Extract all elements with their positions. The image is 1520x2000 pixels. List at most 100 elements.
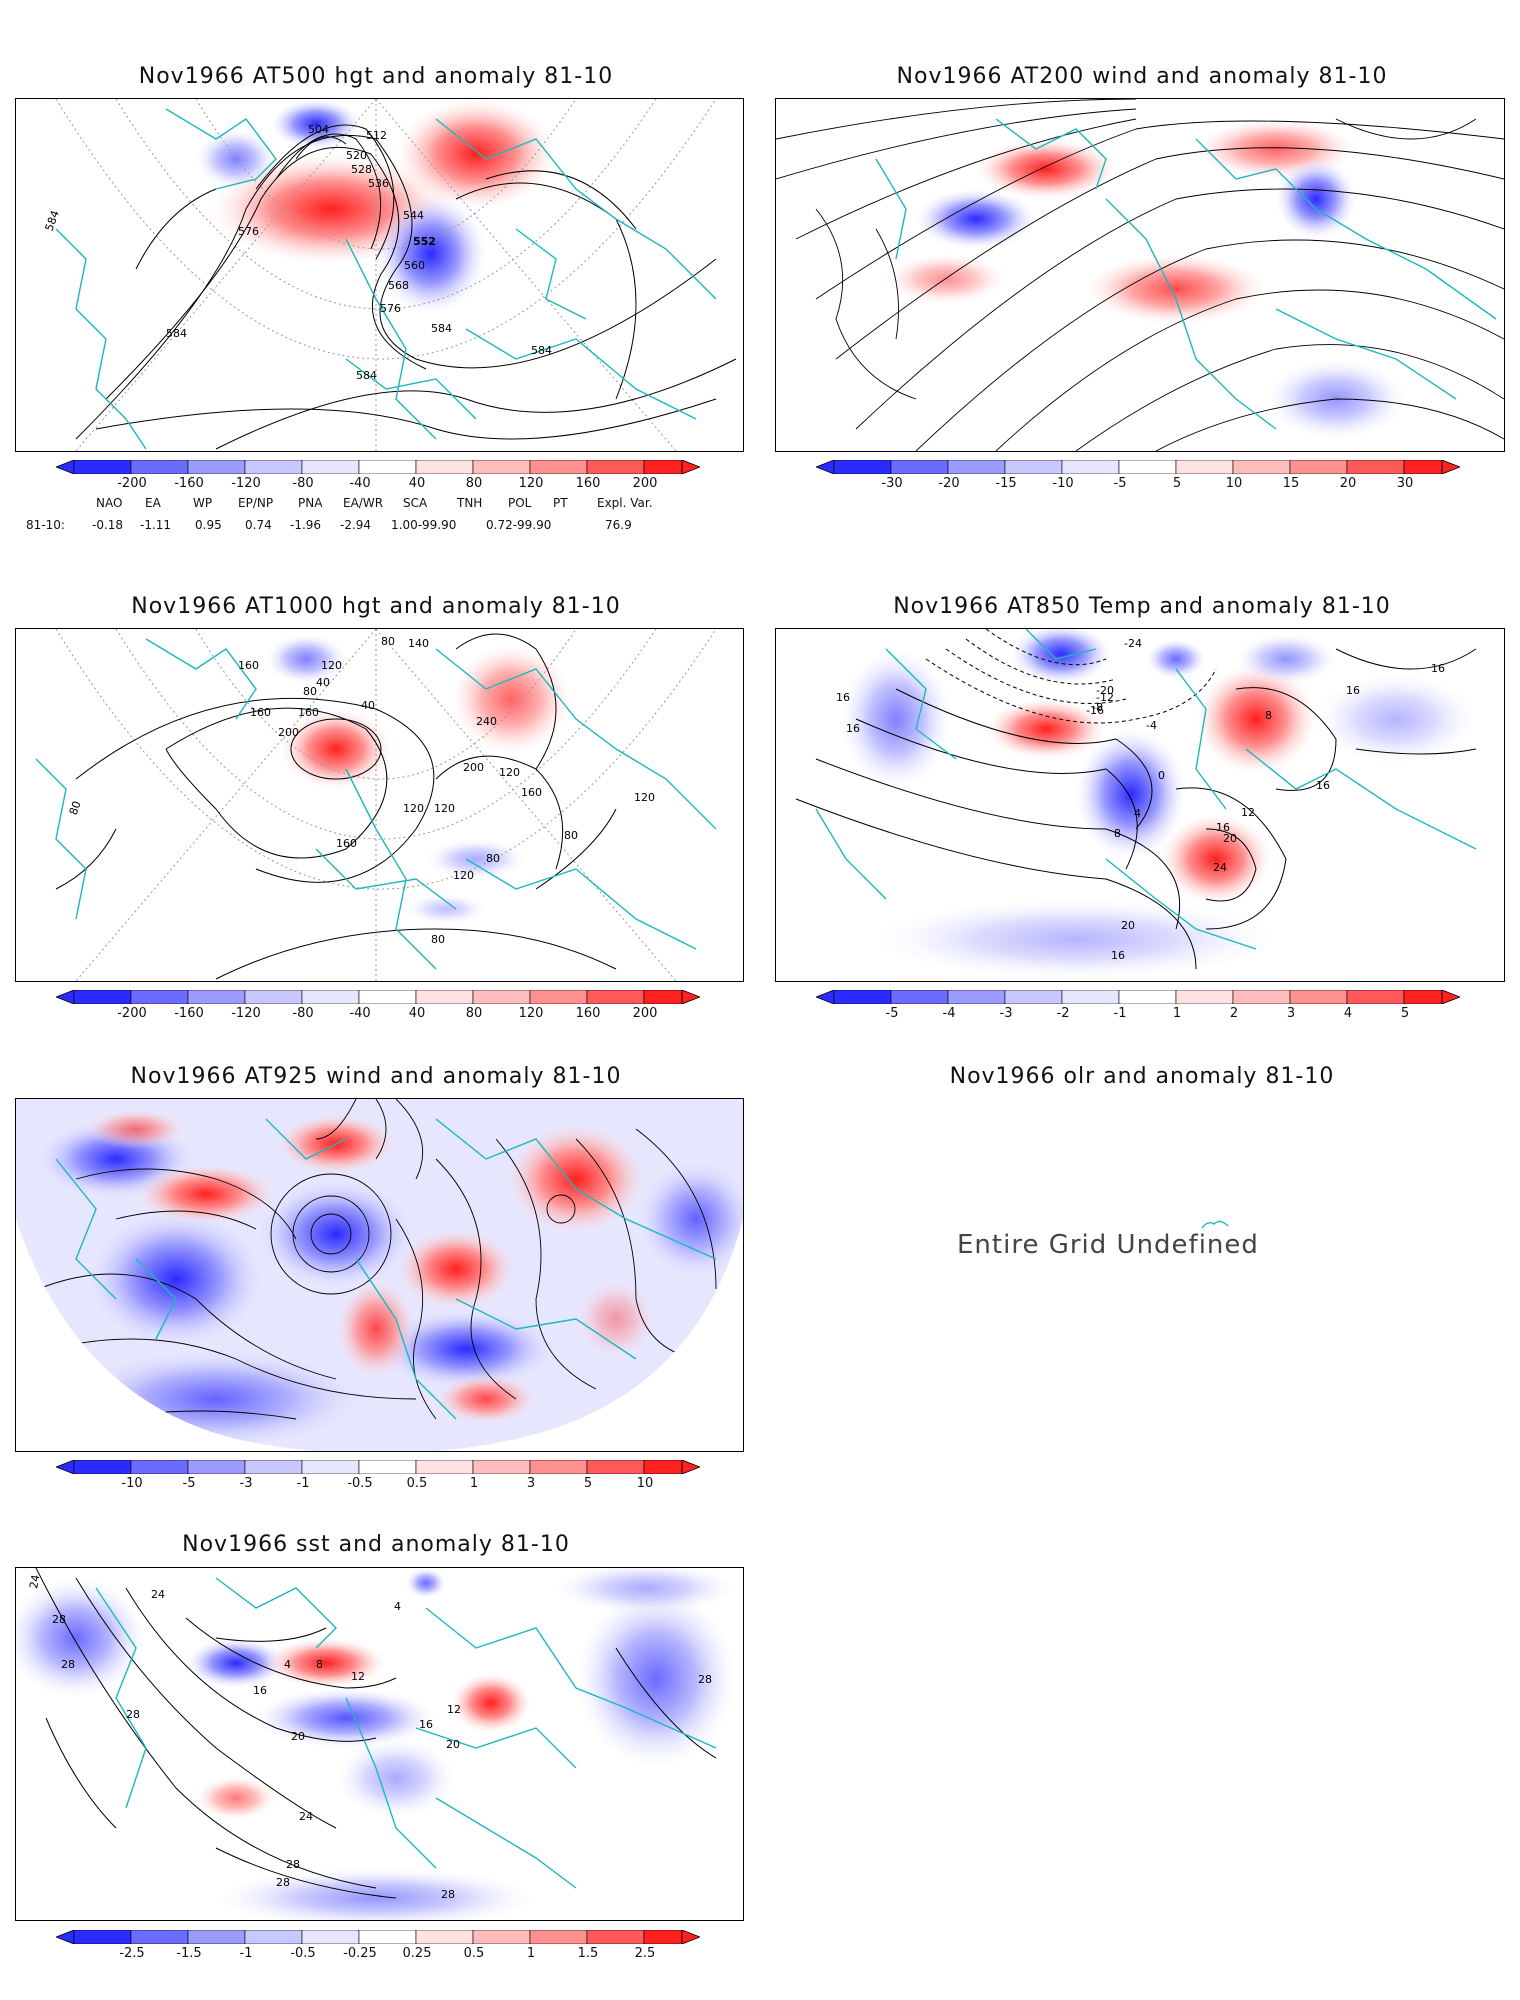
svg-text:-12: -12 xyxy=(1096,691,1114,704)
cb-label: 20 xyxy=(1339,476,1357,491)
svg-text:584: 584 xyxy=(531,344,552,357)
anomaly-shading xyxy=(886,119,1406,439)
cb-label: 5 xyxy=(1172,476,1182,491)
index-header: EP/NP xyxy=(238,496,274,510)
cb-label: 80 xyxy=(465,476,483,491)
map-at200-svg xyxy=(776,99,1504,451)
index-value: -1.11 xyxy=(140,518,172,532)
svg-text:240: 240 xyxy=(476,715,497,728)
cb-label: 160 xyxy=(575,476,601,491)
svg-text:12: 12 xyxy=(1241,806,1255,819)
svg-text:80: 80 xyxy=(381,635,395,648)
svg-text:-16: -16 xyxy=(1086,704,1104,717)
cb-label: -80 xyxy=(292,1006,314,1021)
map-at1000: 80 120 140 160 40 80 160 40 200 240 200 … xyxy=(15,628,744,982)
svg-text:584: 584 xyxy=(356,369,377,382)
cb-label: -40 xyxy=(349,476,371,491)
panel-title-sst: Nov1966 sst and anomaly 81-10 xyxy=(182,1532,570,1557)
svg-text:16: 16 xyxy=(253,1684,267,1697)
anomaly-shading xyxy=(16,1568,736,1920)
height-contours xyxy=(75,124,737,450)
cb-label: 30 xyxy=(1396,476,1414,491)
index-row-label: 81-10: xyxy=(26,518,65,532)
svg-text:160: 160 xyxy=(250,706,271,719)
svg-text:28: 28 xyxy=(698,1673,712,1686)
svg-text:160: 160 xyxy=(238,659,259,672)
index-header: NAO xyxy=(96,496,123,510)
svg-text:160: 160 xyxy=(298,706,319,719)
svg-text:16: 16 xyxy=(419,1718,433,1731)
svg-text:80: 80 xyxy=(303,685,317,698)
svg-text:8: 8 xyxy=(1114,827,1121,840)
svg-text:80: 80 xyxy=(67,799,84,817)
cb-label: 1.5 xyxy=(577,1946,599,1961)
cb-label: 0.5 xyxy=(463,1946,485,1961)
svg-text:520: 520 xyxy=(346,149,367,162)
small-coast-fragment-icon xyxy=(1201,1220,1229,1229)
cb-label: 2.5 xyxy=(634,1946,656,1961)
map-at1000-svg: 80 120 140 160 40 80 160 40 200 240 200 … xyxy=(35,629,717,981)
svg-text:0: 0 xyxy=(1158,769,1165,782)
panel-title-olr: Nov1966 olr and anomaly 81-10 xyxy=(949,1064,1335,1089)
coastlines xyxy=(815,629,1477,950)
map-at850: -24 -20 -16 -12 -8 -4 0 4 8 12 16 20 24 … xyxy=(775,628,1505,982)
panel-title-at500: Nov1966 AT500 hgt and anomaly 81-10 xyxy=(138,64,614,89)
cb-label: -5 xyxy=(885,1006,899,1021)
cb-label: -4 xyxy=(942,1006,956,1021)
colorbar-at500-svg xyxy=(54,459,702,475)
cb-label: -5 xyxy=(182,1476,196,1491)
svg-text:120: 120 xyxy=(453,869,474,882)
svg-text:120: 120 xyxy=(403,802,424,815)
index-value: 1.00-99.90 xyxy=(391,518,457,532)
svg-text:8: 8 xyxy=(316,1658,323,1671)
cb-label: -2 xyxy=(1056,1006,1070,1021)
svg-text:576: 576 xyxy=(238,225,259,238)
cb-label: 4 xyxy=(1343,1006,1353,1021)
svg-text:536: 536 xyxy=(368,177,389,190)
cb-label: 120 xyxy=(518,1006,544,1021)
cb-label: -40 xyxy=(349,1006,371,1021)
temp-contours xyxy=(795,629,1477,970)
svg-text:200: 200 xyxy=(463,761,484,774)
cb-label: 120 xyxy=(518,476,544,491)
panel-title-at1000: Nov1966 AT1000 hgt and anomaly 81-10 xyxy=(131,594,621,619)
svg-text:140: 140 xyxy=(408,637,429,650)
cb-label: -160 xyxy=(174,1006,204,1021)
svg-text:28: 28 xyxy=(441,1888,455,1901)
cb-label: -1.5 xyxy=(176,1946,202,1961)
cb-label: -10 xyxy=(121,1476,143,1491)
cb-label: -80 xyxy=(292,476,314,491)
svg-text:28: 28 xyxy=(276,1876,290,1889)
cb-label: -15 xyxy=(995,476,1017,491)
cb-label: 0.25 xyxy=(402,1946,432,1961)
svg-text:40: 40 xyxy=(316,676,330,689)
colorbar-at850 xyxy=(814,989,1462,1005)
svg-text:20: 20 xyxy=(291,1730,305,1743)
colorbar-at1000 xyxy=(54,989,702,1005)
anomaly-shading xyxy=(266,634,571,924)
index-header: EA xyxy=(145,496,161,510)
svg-text:528: 528 xyxy=(351,163,372,176)
latlon-grid xyxy=(55,629,717,981)
index-value: 0.95 xyxy=(195,518,222,532)
svg-text:-20: -20 xyxy=(1096,684,1114,697)
svg-text:504: 504 xyxy=(308,123,329,136)
colorbar-at850-svg xyxy=(814,989,1462,1005)
cb-label: 80 xyxy=(465,1006,483,1021)
panel-title-at925: Nov1966 AT925 wind and anomaly 81-10 xyxy=(130,1064,622,1089)
index-header: WP xyxy=(193,496,213,510)
svg-text:24: 24 xyxy=(1213,861,1227,874)
svg-text:16: 16 xyxy=(1431,662,1445,675)
index-header: PNA xyxy=(298,496,323,510)
svg-text:20: 20 xyxy=(1223,832,1237,845)
colorbar-at500 xyxy=(54,459,702,475)
height-contours xyxy=(55,633,617,980)
svg-text:24: 24 xyxy=(299,1810,313,1823)
cb-label: -0.5 xyxy=(290,1946,316,1961)
svg-text:28: 28 xyxy=(126,1708,140,1721)
latlon-grid xyxy=(55,99,717,451)
svg-text:8: 8 xyxy=(1265,709,1272,722)
cb-label: 10 xyxy=(636,1476,654,1491)
svg-text:12: 12 xyxy=(447,1703,461,1716)
svg-text:16: 16 xyxy=(1216,821,1230,834)
